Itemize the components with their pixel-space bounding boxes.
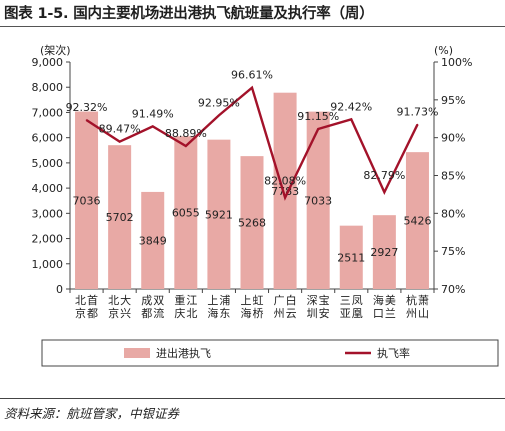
left-tick-label: 6,000 [32,132,64,145]
bar [108,145,132,289]
category-label: 上海虹桥 [241,294,264,320]
left-tick-label: 9,000 [32,56,64,69]
category-label: 成都双流 [141,294,164,320]
line-point [151,125,154,128]
bar-value-label: 5921 [205,208,233,221]
bar [174,136,198,289]
line-value-label: 92.95% [198,96,240,109]
line-point [218,114,220,117]
category-labels: 北京首都北京大兴成都双流重庆江北上海浦东上海虹桥广州白云深圳宝安三亚凤凰海口美兰… [75,293,429,320]
line-point [317,128,319,130]
source-note: 资料来源：航班管家，中银证券 [4,406,180,421]
bottom-divider [0,398,505,399]
left-tick-label: 2,000 [32,233,64,246]
right-tick-label: 70% [441,283,465,296]
right-tick-label: 75% [441,245,465,258]
line-point [85,119,88,121]
bar-value-label: 6055 [172,207,200,220]
line-point [383,191,386,194]
bar [405,152,429,289]
line-value-label: 82.08% [264,175,306,188]
bar-value-label: 5268 [238,217,266,230]
axes: 0 1,000 2,000 3,000 4,000 5,000 6,000 7,000 8,00… [32,56,473,296]
left-tick-label: 1,000 [32,258,64,271]
left-tick-label: 3,000 [32,207,64,220]
category-label: 上海浦东 [207,294,230,320]
line-point [350,118,353,121]
right-axis-unit: (%) [434,44,453,57]
category-label: 广州白云 [274,293,297,320]
line-point [416,123,419,126]
bar-value-label: 5426 [403,215,431,228]
category-label: 深圳宝安 [307,293,330,320]
bar-value-label: 2511 [337,251,365,264]
bar-value-label: 3849 [139,234,167,247]
bar-value-label: 7033 [304,194,332,207]
line-point [251,86,253,89]
bar [372,215,396,289]
bar-value-label: 7036 [73,194,101,207]
chart-title: 图表 1-5. 国内主要机场进出港执飞航班量及执行率（周） [4,6,374,22]
line-series [85,85,419,201]
left-tick-label: 7,000 [32,106,64,119]
line-point [185,145,187,147]
line-value-label: 92.42% [330,100,372,113]
bar [273,92,297,290]
bar-value-label: 5702 [106,211,134,224]
left-tick-label: 4,000 [32,182,64,195]
line-value-label: 92.32% [66,101,108,114]
bar-value-label: 2927 [370,246,398,259]
category-label: 北京首都 [75,293,98,320]
bar-value-label: 7783 [271,185,299,198]
right-tick-label: 95% [441,94,465,107]
category-label: 重庆江北 [174,293,197,320]
line-point [118,140,121,143]
bar [339,225,363,289]
line-point [284,196,286,199]
line-value-label: 91.15% [297,110,339,123]
bar [240,156,264,289]
right-tick-label: 80% [441,207,465,220]
bar [75,111,99,290]
right-tick-label: 85% [441,170,465,183]
category-label: 海口美兰 [373,293,396,320]
bar-value-labels: 7036 5702 3849 6055 5921 5268 7783 7033 2511 2927… [73,185,432,264]
bar [141,191,165,289]
legend: 进出港执飞 执飞率 [41,339,499,367]
legend-bar-swatch [124,348,150,358]
right-tick-label: 90% [441,132,465,145]
legend-bar-label: 进出港执飞 [156,346,211,360]
line-value-label: 91.49% [132,107,174,120]
left-tick-label: 8,000 [32,81,64,94]
bar [306,111,330,289]
line-value-label: 91.73% [396,106,438,119]
bar [207,139,231,289]
line-value-label: 82.79% [363,169,405,182]
right-tick-label: 100% [441,56,472,69]
left-axis-unit: (架次) [40,43,71,57]
line-value-labels: 92.32% 89.47% 91.49% 88.89% 92.95% 96.61% 82.0… [66,69,439,188]
category-label: 北京大兴 [108,293,131,320]
line-value-label: 96.61% [231,69,273,82]
line-value-label: 89.47% [99,123,141,136]
line-value-label: 88.89% [165,127,207,140]
legend-line-label: 执飞率 [377,346,410,360]
bar-series [75,92,429,290]
left-tick-label: 5,000 [32,157,64,170]
category-label: 杭州萧山 [406,293,429,320]
legend-frame [41,339,499,367]
left-tick-label: 0 [56,283,63,296]
category-label: 三亚凤凰 [340,294,363,320]
title-divider [0,26,505,27]
chart: (架次) (%) 0 1,000 2,000 3,000 4,000 5,000 6,000… [32,43,499,367]
